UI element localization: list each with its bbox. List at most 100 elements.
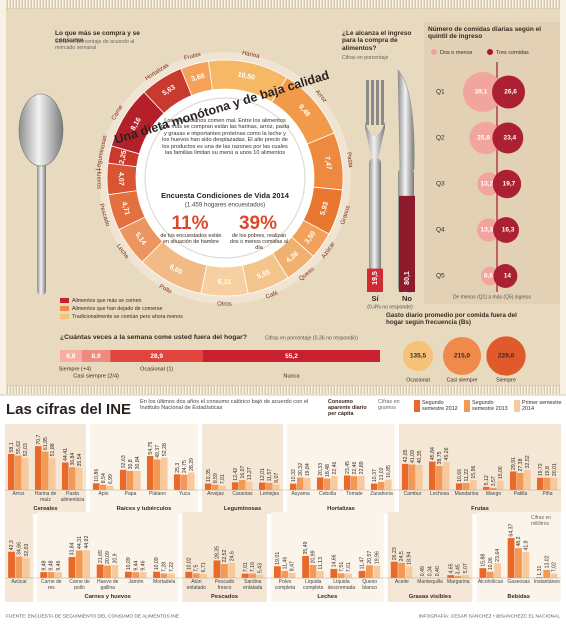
bar: [232, 482, 239, 490]
bar: [147, 456, 154, 490]
bar: [510, 471, 517, 490]
income-value: 19,5: [372, 271, 379, 285]
footer-source: FUENTE: ENCUESTA DE SEGUIMIENTO DEL CONS…: [6, 613, 179, 619]
bar: [111, 565, 118, 578]
bar-value: 13,02: [379, 467, 385, 480]
bar: [174, 474, 181, 490]
bar: [246, 482, 253, 490]
graphics: 3,68Frutas10,50Harina9,48Arroz7,47Pasta5…: [0, 0, 566, 624]
spending-label: Siempre: [496, 377, 516, 383]
meals-value: 39,1: [475, 89, 488, 96]
bar-value: 21,65: [98, 550, 104, 563]
bar-value: 44,92: [84, 536, 90, 549]
bar-value: 12,42: [233, 468, 239, 481]
group-background: [399, 424, 561, 514]
bar: [76, 551, 83, 578]
bar: [120, 470, 127, 490]
bar: [462, 575, 469, 578]
bar-value: 10,86: [94, 469, 100, 482]
bar-value: 23,64: [495, 549, 501, 562]
bar: [125, 572, 132, 578]
bar-value: 15,06: [498, 466, 504, 479]
quintile-label: Q4: [436, 227, 445, 234]
legend-swatch: [464, 400, 470, 412]
spending-label: Casi siempre: [447, 377, 478, 383]
bar-value: 18,94: [407, 552, 413, 565]
bar: [256, 575, 263, 578]
bar-value: 54,75: [148, 441, 154, 454]
bar: [274, 566, 281, 578]
bar-value: 42,05: [403, 449, 409, 462]
bar: [304, 478, 311, 490]
bar: [331, 476, 338, 490]
bar: [371, 484, 378, 490]
bar: [48, 572, 55, 578]
bar: [483, 487, 490, 490]
fringe-bottom: [6, 385, 560, 394]
bar-value: 8,54: [101, 473, 107, 483]
bar-value: 16,07: [240, 465, 246, 478]
bar-value: 0,40: [435, 566, 441, 576]
bar: [69, 557, 76, 578]
bar: [49, 458, 56, 490]
bar: [324, 479, 331, 490]
legend-label: Alimentos que más se comen: [72, 298, 142, 304]
bar: [185, 572, 192, 578]
bar: [406, 566, 413, 578]
legend-swatch: [60, 314, 69, 319]
bar-value: 32,52: [525, 455, 531, 468]
bar-value: 10,09: [126, 557, 132, 570]
bar-value: 48,2: [516, 536, 522, 546]
meals-note: De menos (Q1) a más (Q5) ingreso: [453, 294, 532, 300]
bar-value: 18,48: [325, 464, 331, 477]
bar: [214, 560, 221, 578]
ine-title: Las cifras del INE: [6, 401, 131, 418]
plate: [136, 89, 314, 267]
bar: [132, 572, 139, 578]
bar-value: 44,31: [77, 536, 83, 549]
bar-value: 24,5: [399, 551, 405, 561]
bar-value: 61,95: [43, 437, 49, 450]
bar: [456, 483, 463, 490]
bar-value: 7,28: [162, 562, 168, 572]
bar-value: 30,8: [128, 459, 134, 469]
ring-value: 4,07: [117, 172, 124, 186]
bar-value: 7,01: [243, 562, 249, 572]
bar-value: 16,85: [386, 465, 392, 478]
eating-label: Siempre (+4): [59, 366, 92, 372]
bar: [443, 462, 450, 490]
bar-value: 41,09: [410, 450, 416, 463]
bar-value: 27,38: [518, 458, 524, 471]
bar-value: 19,72: [538, 463, 544, 476]
bar: [345, 574, 352, 578]
bar: [281, 571, 288, 578]
bar-value: 20,32: [298, 463, 304, 476]
bar-value: 10,02: [186, 557, 192, 570]
bar: [551, 574, 558, 578]
bar-value: 9,48: [41, 560, 47, 570]
bar-value: 26,23: [392, 547, 398, 560]
bar-value: 70,7: [36, 434, 42, 444]
bar: [22, 458, 29, 490]
legend-swatch: [431, 49, 437, 55]
bar: [127, 471, 134, 490]
bar-value: 15,96: [471, 466, 477, 479]
bar-value: 12,01: [260, 468, 266, 481]
bar: [429, 462, 436, 490]
bar-value: 0,49: [420, 566, 426, 576]
bar-value: 5,12: [484, 475, 490, 485]
bar-value: 14,66: [331, 554, 337, 567]
meals-value: 25,8: [477, 135, 490, 142]
bar-value: 38,75: [437, 451, 443, 464]
bar: [62, 462, 69, 490]
eating-value: 6,8: [66, 353, 75, 360]
bar: [69, 467, 76, 490]
bar: [479, 568, 486, 578]
bar-value: 45,84: [430, 447, 436, 460]
bar-value: 10,32: [291, 469, 297, 482]
bar: [153, 572, 160, 578]
bar-value: 10,37: [372, 469, 378, 482]
bar-value: 3,57: [491, 476, 497, 486]
bar-value: 7,22: [169, 562, 175, 572]
bar-value: 9,48: [49, 560, 55, 570]
